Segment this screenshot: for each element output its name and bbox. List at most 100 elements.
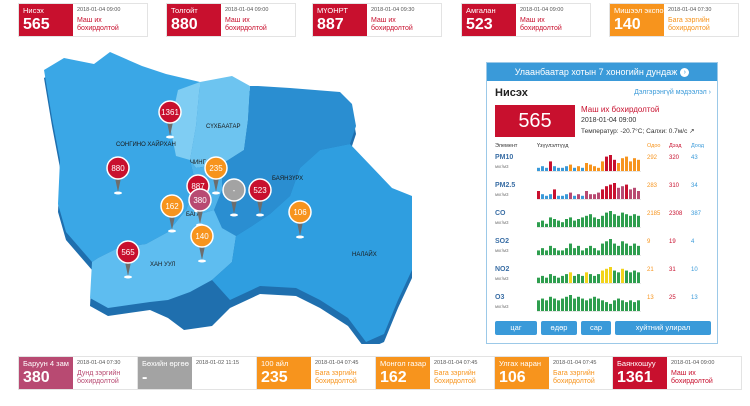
weekly-average-panel: Улаанбаатар хотын 7 хоногийн дундаж › Нис…	[486, 62, 718, 344]
station-pin[interactable]: 380	[188, 188, 212, 227]
sparkline-bar	[569, 243, 572, 255]
pin-base	[198, 259, 206, 263]
station-pin[interactable]: 880	[106, 156, 130, 195]
pin-marker[interactable]	[188, 188, 212, 212]
pollutant-row[interactable]: SO2 мкг/м3 9 19 4	[495, 235, 717, 261]
sparkline-bar	[637, 191, 640, 199]
sparkline-bar	[537, 222, 540, 227]
station-pin[interactable]: -	[222, 178, 246, 217]
col-now: Одоо	[647, 143, 661, 149]
sparkline-bar	[553, 166, 556, 171]
pin-value: 162	[165, 202, 179, 211]
pin-base	[212, 191, 220, 195]
sparkline-bar	[613, 270, 616, 283]
sparkline-bar	[625, 156, 628, 171]
tab-day[interactable]: өдөр	[541, 321, 577, 335]
pollutant-row[interactable]: PM10 мкг/м3 292 320 43	[495, 151, 717, 177]
sparkline-bar	[573, 275, 576, 283]
district-label: БАГА	[186, 212, 201, 218]
details-link[interactable]: Дэлгэрэнгүй мэдээлэл ›	[634, 89, 711, 96]
station-card[interactable]: Баруун 4 зам 380 2018-01-04 07:30 Дунд з…	[18, 356, 148, 390]
pin-marker[interactable]	[116, 240, 140, 264]
station-name: 100 айл	[261, 359, 289, 368]
sparkline-bar	[589, 298, 592, 311]
district-sukhbaatar[interactable]	[190, 76, 250, 168]
aqi-value: 380	[23, 369, 50, 386]
sparkline-bar	[573, 220, 576, 227]
pin-marker[interactable]	[106, 156, 130, 180]
aqi-value: 523	[466, 16, 493, 33]
station-pin[interactable]: 106	[288, 200, 312, 239]
pin-marker[interactable]	[160, 194, 184, 218]
sparkline-bar	[617, 163, 620, 171]
sparkline-bar	[577, 296, 580, 311]
station-card[interactable]: Толгойт 880 2018-01-04 09:00 Маш их бохир…	[166, 3, 296, 37]
station-pins[interactable]: 1361 880 235 887 380 - 523 162 106 140 565	[106, 100, 312, 279]
station-card[interactable]: Монгол газар 162 2018-01-04 07:45 Бага з…	[375, 356, 505, 390]
station-pin[interactable]: 162	[160, 194, 184, 233]
sparkline-bar	[593, 194, 596, 199]
sparkline-bar	[605, 241, 608, 255]
pollutant-row[interactable]: NO2 мкг/м3 21 31 10	[495, 263, 717, 289]
station-pin[interactable]: 565	[116, 240, 140, 279]
station-pin[interactable]: 523	[248, 178, 272, 217]
pin-marker[interactable]	[190, 224, 214, 248]
aqi-tile: 100 айл 235	[257, 357, 311, 389]
sparkline-bar	[565, 166, 568, 171]
tab-hour[interactable]: цаг	[495, 321, 537, 335]
value-min: 34	[691, 183, 698, 189]
sparkline-bar	[625, 214, 628, 227]
chevron-right-icon[interactable]: ›	[680, 68, 690, 78]
station-card[interactable]: Мишээл экспо 140 2018-01-04 07:30 Бага з…	[609, 3, 739, 37]
station-pin[interactable]: 140	[190, 224, 214, 263]
sparkline-bar	[601, 189, 604, 199]
station-pin[interactable]: 1361	[158, 100, 182, 139]
sparkline-bar	[621, 158, 624, 171]
pin-marker[interactable]	[204, 156, 228, 180]
sparkline-bar	[561, 298, 564, 311]
station-card[interactable]: МҮОНРТ 887 2018-01-04 09:30 Маш их бохирд…	[312, 3, 442, 37]
pollutant-row[interactable]: CO мкг/м3 2185 2308 387	[495, 207, 717, 233]
sparkline-bar	[573, 195, 576, 199]
sparkline-bar	[621, 186, 624, 199]
station-card[interactable]: 100 айл 235 2018-01-04 07:45 Бага зэргий…	[256, 356, 386, 390]
aqi-status: Маш их бохирдолтой	[581, 105, 660, 114]
value-now: 292	[647, 155, 658, 161]
pin-marker[interactable]	[248, 178, 272, 202]
pollutant-row[interactable]: PM2.5 мкг/м3 283 310 34	[495, 179, 717, 205]
tab-month[interactable]: сар	[581, 321, 611, 335]
sparkline-bar	[585, 300, 588, 311]
pollutant-name: NO2	[495, 266, 510, 273]
district-label: БАЯНЗҮРХ	[272, 176, 303, 182]
pin-value: 106	[293, 208, 307, 217]
value-min: 10	[691, 267, 698, 273]
timestamp: 2018-01-04 07:30	[668, 7, 712, 13]
sparkline-bar	[549, 194, 552, 199]
sparkline-bar	[541, 298, 544, 311]
pin-marker[interactable]	[158, 100, 182, 124]
district-chingeltei[interactable]	[170, 82, 200, 160]
status-text: Бага зэргийн бохирдолтой	[434, 370, 476, 385]
district-nalaikh[interactable]	[212, 144, 412, 342]
sparkline-bar	[565, 194, 568, 199]
station-pin[interactable]: 235	[204, 156, 228, 195]
value-now: 9	[647, 239, 651, 245]
district-bayanzurkh[interactable]	[214, 86, 356, 236]
pin-marker[interactable]	[222, 178, 246, 202]
pin-value: 235	[209, 164, 223, 173]
tab-winter[interactable]: хуйтний улирал	[615, 321, 711, 335]
station-card[interactable]: Бөхийн өргөө - 2018-01-02 11:15	[137, 356, 267, 390]
station-card[interactable]: Амгалан 523 2018-01-04 09:00 Маш их бохир…	[461, 3, 591, 37]
station-card[interactable]: Баянхошуу 1361 2018-01-04 09:00 Маш их бо…	[612, 356, 742, 390]
station-card[interactable]: Нисэх 565 2018-01-04 09:00 Маш их бохирдо…	[18, 3, 148, 37]
station-card[interactable]: Улгах наран 106 2018-01-04 07:45 Бага зэ…	[494, 356, 624, 390]
panel-header[interactable]: Улаанбаатар хотын 7 хоногийн дундаж ›	[487, 63, 717, 81]
sparkline-bar	[537, 167, 540, 171]
pollutant-row[interactable]: O3 мкг/м3 13 25 13	[495, 291, 717, 317]
pin-marker[interactable]	[288, 200, 312, 224]
district-label: НАЛАЙХ	[352, 250, 377, 258]
district-map[interactable]: СОНГИНО ХАЙРХАН СҮХБААТАР ЧИНГ БАЯНЗҮРХ …	[0, 44, 470, 344]
aqi-tile: Мишээл экспо 140	[610, 4, 664, 36]
district-labels: СОНГИНО ХАЙРХАН СҮХБААТАР ЧИНГ БАЯНЗҮРХ …	[116, 124, 377, 268]
pollutant-sparkline	[537, 155, 641, 172]
